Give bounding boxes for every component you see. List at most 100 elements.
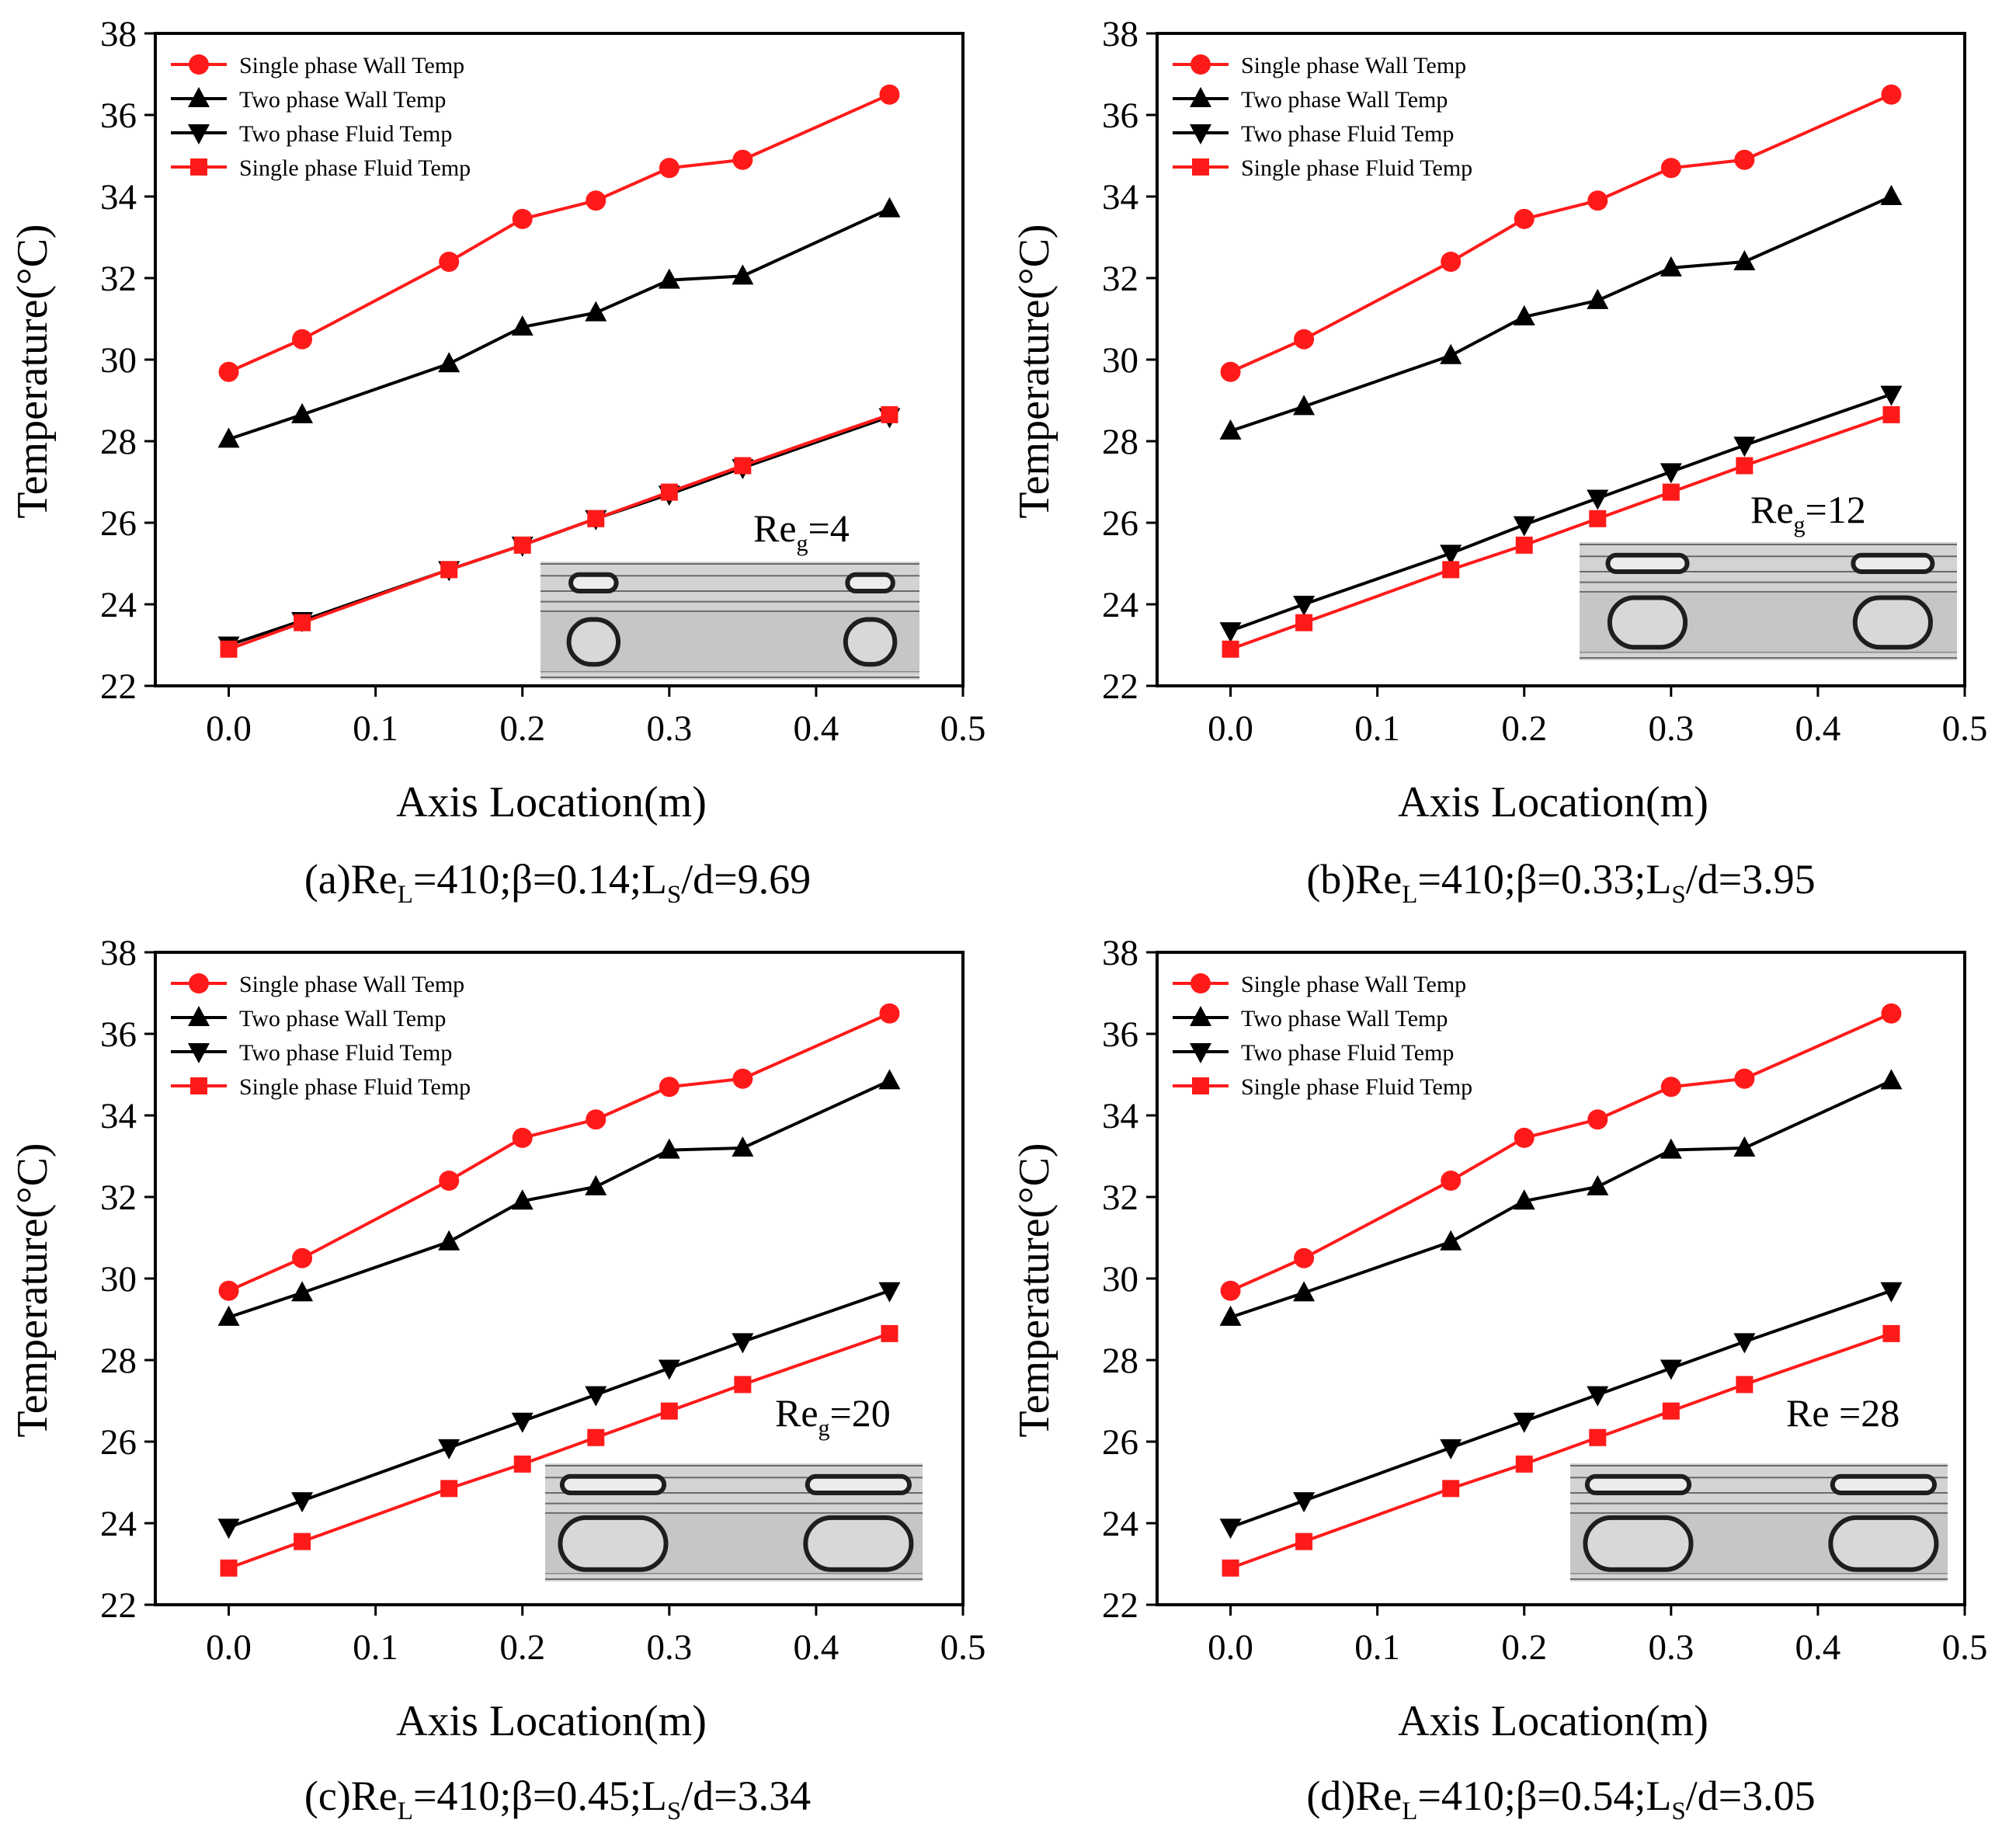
x-tick-label: 0.0 [1208, 1627, 1253, 1668]
reynolds-annotation: Re =28 [1786, 1391, 1900, 1435]
x-tick-label: 0.1 [1354, 1627, 1400, 1668]
data-point [1882, 1324, 1900, 1342]
y-tick-label: 38 [1102, 14, 1138, 54]
data-point [881, 405, 899, 423]
inset-bubble-lower [566, 617, 621, 667]
data-point [660, 483, 678, 501]
data-point [1736, 1376, 1754, 1393]
legend-label: Single phase Wall Temp [1241, 53, 1466, 78]
chart-panel-a: 0.0 0.1 0.2 0.3 0.4 0.5 22 24 26 28 30 32 34 36 38 Axis… [9, 14, 985, 909]
data-point [513, 536, 531, 554]
data-point [1660, 158, 1681, 179]
series-single-phase-wall-temp [218, 1003, 900, 1301]
data-point [511, 1412, 534, 1433]
legend-label: Two phase Fluid Temp [1241, 1040, 1454, 1066]
data-point [217, 427, 240, 448]
y-tick-label: 36 [1102, 1014, 1138, 1055]
data-point [1880, 385, 1903, 406]
data-point [881, 1324, 899, 1342]
series-single-phase-fluid-temp [220, 1324, 899, 1577]
data-point [1733, 437, 1756, 458]
reynolds-annotation: Reg=12 [1750, 488, 1866, 538]
legend-marker [1192, 158, 1209, 176]
data-point [1880, 185, 1903, 205]
data-point [586, 190, 607, 211]
legend-marker [1190, 973, 1211, 993]
series-single-phase-wall-temp [1220, 1003, 1902, 1301]
data-point [1733, 1136, 1756, 1157]
y-axis-title: Temperature(°C) [9, 224, 57, 518]
series-line [228, 1011, 891, 1293]
series-single-phase-wall-temp [1220, 84, 1902, 382]
data-point [1515, 1455, 1533, 1473]
series-single-phase-wall-temp [218, 84, 900, 382]
inset-bubble-upper [1851, 552, 1935, 574]
data-point [1293, 1281, 1316, 1302]
reynolds-annotation: Reg=4 [753, 506, 850, 556]
legend-label: Single phase Fluid Temp [1241, 155, 1472, 181]
y-tick-label: 28 [100, 1341, 137, 1381]
x-tick-label: 0.0 [1208, 708, 1253, 749]
series-line [1229, 1289, 1893, 1529]
y-tick-label: 24 [1102, 585, 1138, 625]
data-point [1440, 343, 1462, 364]
y-tick-label: 28 [100, 422, 137, 462]
data-point [734, 1376, 752, 1393]
legend-label: Single phase Fluid Temp [239, 155, 471, 181]
data-point [1589, 1428, 1607, 1446]
data-point [1222, 1559, 1239, 1577]
data-point [1219, 1305, 1242, 1326]
x-tick-label: 0.2 [1501, 1627, 1547, 1668]
data-point [1880, 1069, 1903, 1090]
y-tick-label: 30 [1102, 1259, 1138, 1299]
data-point [220, 1559, 238, 1577]
reynolds-annotation: Reg=20 [775, 1391, 891, 1441]
data-point [1880, 1282, 1903, 1303]
data-point [1442, 1480, 1460, 1498]
data-point [878, 1069, 901, 1090]
y-tick-label: 38 [100, 933, 137, 973]
data-point [734, 457, 752, 475]
data-point [1513, 1189, 1535, 1210]
data-point [659, 1077, 680, 1098]
legend-marker [188, 87, 210, 107]
legend-label: Single phase Wall Temp [1241, 972, 1466, 997]
x-tick-label: 0.2 [1501, 708, 1547, 749]
y-tick-label: 30 [100, 1259, 137, 1299]
data-point [512, 1127, 533, 1148]
inset-bubble-upper [845, 572, 895, 593]
y-tick-label: 32 [1102, 259, 1138, 299]
legend-marker [190, 1077, 207, 1094]
data-point [1660, 1138, 1682, 1159]
y-tick-label: 22 [1102, 666, 1138, 707]
panel-caption: (b)ReL=410;β=0.33;LS/d=3.95 [1306, 856, 1815, 909]
series-line [228, 1331, 891, 1570]
legend-marker [1190, 124, 1211, 144]
chart-panel-b: 0.0 0.1 0.2 0.3 0.4 0.5 22 24 26 28 30 32 34 36 38 Axis… [1010, 14, 1987, 909]
bubble-inset-photo [540, 562, 919, 680]
data-point [658, 1138, 680, 1159]
y-tick-label: 26 [1102, 1422, 1138, 1463]
y-tick-label: 24 [1102, 1504, 1138, 1544]
data-point [438, 352, 461, 373]
data-point [1881, 84, 1902, 105]
panel-caption: (d)ReL=410;β=0.54;LS/d=3.05 [1306, 1773, 1815, 1825]
y-tick-label: 32 [1102, 1178, 1138, 1218]
data-point [879, 1003, 900, 1024]
chart-panel-d: 0.0 0.1 0.2 0.3 0.4 0.5 22 24 26 28 30 32 34 36 38 Axis… [1010, 933, 1987, 1825]
data-point [658, 1359, 680, 1380]
data-point [1660, 1077, 1681, 1098]
bubble-inset-photo [1580, 542, 1957, 660]
x-tick-label: 0.4 [794, 708, 839, 749]
y-tick-label: 30 [100, 340, 137, 381]
data-point [587, 510, 605, 527]
data-point [1662, 483, 1680, 501]
bubble-inset-photo [1570, 1463, 1948, 1581]
data-point [732, 1333, 754, 1354]
data-point [1734, 149, 1755, 170]
y-tick-label: 36 [100, 96, 137, 136]
data-point [585, 1174, 607, 1195]
inset-bubble-upper [1605, 552, 1690, 574]
data-point [1587, 489, 1609, 510]
